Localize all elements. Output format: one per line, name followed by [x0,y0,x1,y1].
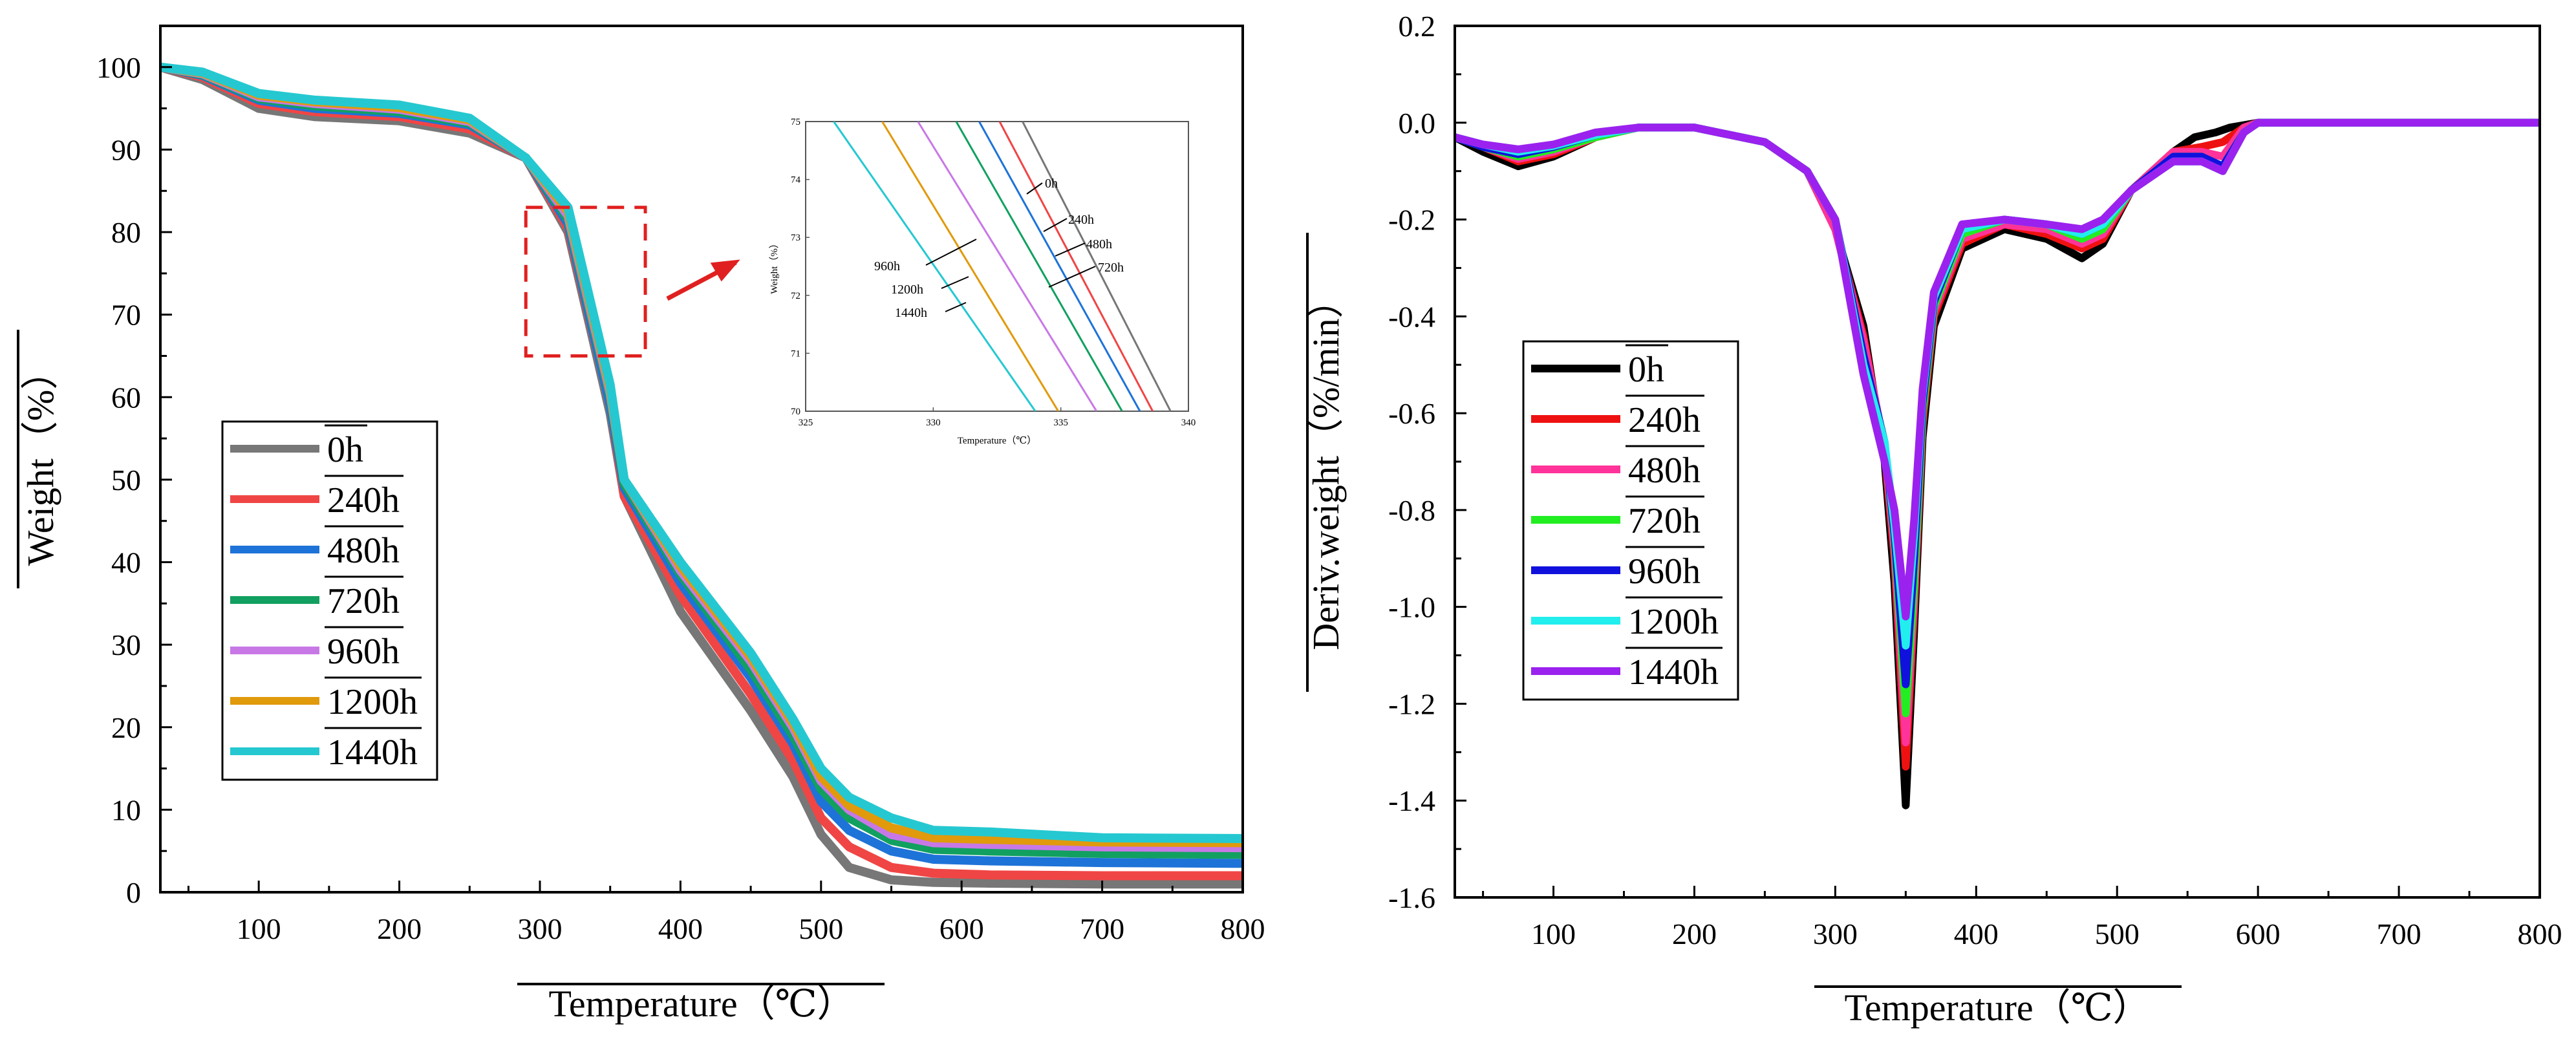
dtg-y-tick-label-9: -1.6 [1388,881,1435,914]
tg-x-tick-label-300: 300 [517,912,562,945]
dtg-legend-label-480h: 480h [1628,451,1701,491]
dtg-y-tick-label-1: 0.0 [1399,107,1436,140]
dtg-y-tick-label-0: 0.2 [1399,10,1436,43]
inset-x-tick-label-325: 325 [799,418,813,428]
tg-y-tick-label-20: 20 [111,711,141,744]
inset-y-tick-label-71: 71 [791,348,800,359]
inset-leader-960h [925,239,977,266]
tg-y-tick-label-70: 70 [111,299,141,332]
inset-label-960h: 960h [874,259,900,273]
inset-leader-240h [1043,218,1068,232]
inset-line-720h [955,122,1123,411]
inset-label-1200h: 1200h [891,283,923,297]
dtg-x-axis-title: Temperature（℃） [1844,987,2150,1029]
dtg-legend-label-0h: 0h [1628,350,1664,390]
dtg-y-tick-label-4: -0.6 [1388,397,1435,430]
dtg-x-tick-label-200: 200 [1672,917,1717,950]
dtg-series-line-1440h [1455,118,2540,621]
tg-x-tick-label-600: 600 [939,912,984,945]
tg-x-tick-label-500: 500 [799,912,843,945]
tg-y-tick-label-0: 0 [126,876,141,909]
dtg-y-tick-label-6: -1.0 [1388,591,1435,624]
dtg-x-tick-label-700: 700 [2377,917,2421,950]
tg-y-axis-title: Weight（%） [19,352,61,566]
tg-x-tick-label-200: 200 [377,912,422,945]
tg-y-tick-label-100: 100 [96,51,141,84]
tg-zoom-arrow-head [710,259,740,282]
dtg-x-tick-label-800: 800 [2518,917,2562,950]
inset-line-960h [917,122,1098,411]
tg-zoom-region-box [524,206,647,358]
tg-legend-label-960h: 960h [327,632,400,672]
tg-legend-label-480h: 480h [327,531,400,571]
dtg-y-tick-label-8: -1.4 [1388,784,1435,817]
dtg-x-tick-label-500: 500 [2095,917,2140,950]
inset-line-240h [998,122,1154,411]
inset-label-240h: 240h [1068,213,1094,227]
dtg-x-tick-label-300: 300 [1813,917,1858,950]
inset-label-0h: 0h [1045,177,1058,191]
dtg-y-tick-label-2: -0.2 [1388,204,1435,237]
dtg-legend-label-240h: 240h [1628,400,1701,440]
tg-x-axis-title: Temperature（℃） [548,983,854,1025]
tg-legend-label-240h: 240h [327,480,400,520]
left-series-group [160,62,1243,889]
inset-x-tick-label-330: 330 [926,418,941,428]
inset-leader-1440h [945,302,967,312]
inset-y-tick-label-70: 70 [791,407,800,417]
inset-series-group [833,122,1172,411]
inset-line-1440h [833,122,1036,411]
tg-legend-label-1440h: 1440h [327,733,418,773]
dtg-legend-label-720h: 720h [1628,501,1701,541]
inset-y-tick-label-75: 75 [791,117,800,127]
inset-x-axis-title: Temperature（℃） [958,435,1036,446]
dtg-legend-label-1440h: 1440h [1628,652,1719,692]
tg-y-tick-label-80: 80 [111,216,141,249]
inset-y-axis-title: Weight（%） [769,239,780,294]
tg-x-tick-label-400: 400 [658,912,703,945]
inset-y-tick-label-74: 74 [791,175,801,186]
tg-y-tick-label-40: 40 [111,546,141,579]
left-plot-frame [159,25,1244,894]
tg-y-tick-label-60: 60 [111,381,141,414]
dtg-y-tick-label-5: -0.8 [1388,494,1435,527]
inset-label-480h: 480h [1086,237,1112,252]
inset-line-480h [978,122,1141,411]
dtg-x-tick-label-100: 100 [1531,917,1576,950]
inset-leader-0h [1026,182,1043,195]
tg-y-tick-label-30: 30 [111,628,141,661]
dtg-x-tick-label-400: 400 [1954,917,1999,950]
inset-label-720h: 720h [1098,261,1124,275]
inset-leader-1200h [941,276,969,289]
tg-x-tick-label-100: 100 [237,912,281,945]
dtg-x-tick-label-600: 600 [2236,917,2281,950]
tg-y-tick-label-10: 10 [111,793,141,826]
dtg-y-axis-title: Deriv.weight（%/min） [1305,281,1347,650]
inset-label-1440h: 1440h [895,306,927,320]
tg-legend-label-720h: 720h [327,581,400,621]
tg-legend-label-1200h: 1200h [327,682,418,722]
inset-line-0h [1022,122,1172,411]
tg-y-tick-label-50: 50 [111,464,141,497]
dtg-y-tick-label-7: -1.2 [1388,687,1435,720]
right-series-group [1455,118,2540,809]
dtg-legend-label-960h: 960h [1628,552,1701,592]
inset-x-tick-label-335: 335 [1053,418,1068,428]
inset-line-1200h [881,122,1060,411]
dtg-legend-label-1200h: 1200h [1628,602,1719,642]
tg-y-tick-label-90: 90 [111,133,141,166]
dtg-y-tick-label-3: -0.4 [1388,300,1435,333]
inset-leader-480h [1055,242,1086,257]
inset-plot-frame [805,121,1189,412]
tg-series-line-1440h [160,62,1243,843]
tg-x-tick-label-800: 800 [1221,912,1265,945]
tg-x-tick-label-700: 700 [1080,912,1124,945]
inset-leader-720h [1048,266,1096,288]
inset-y-tick-label-73: 73 [791,233,800,243]
inset-x-tick-label-340: 340 [1181,418,1196,428]
inset-y-tick-label-72: 72 [791,291,800,301]
tg-legend-label-0h: 0h [327,430,363,470]
